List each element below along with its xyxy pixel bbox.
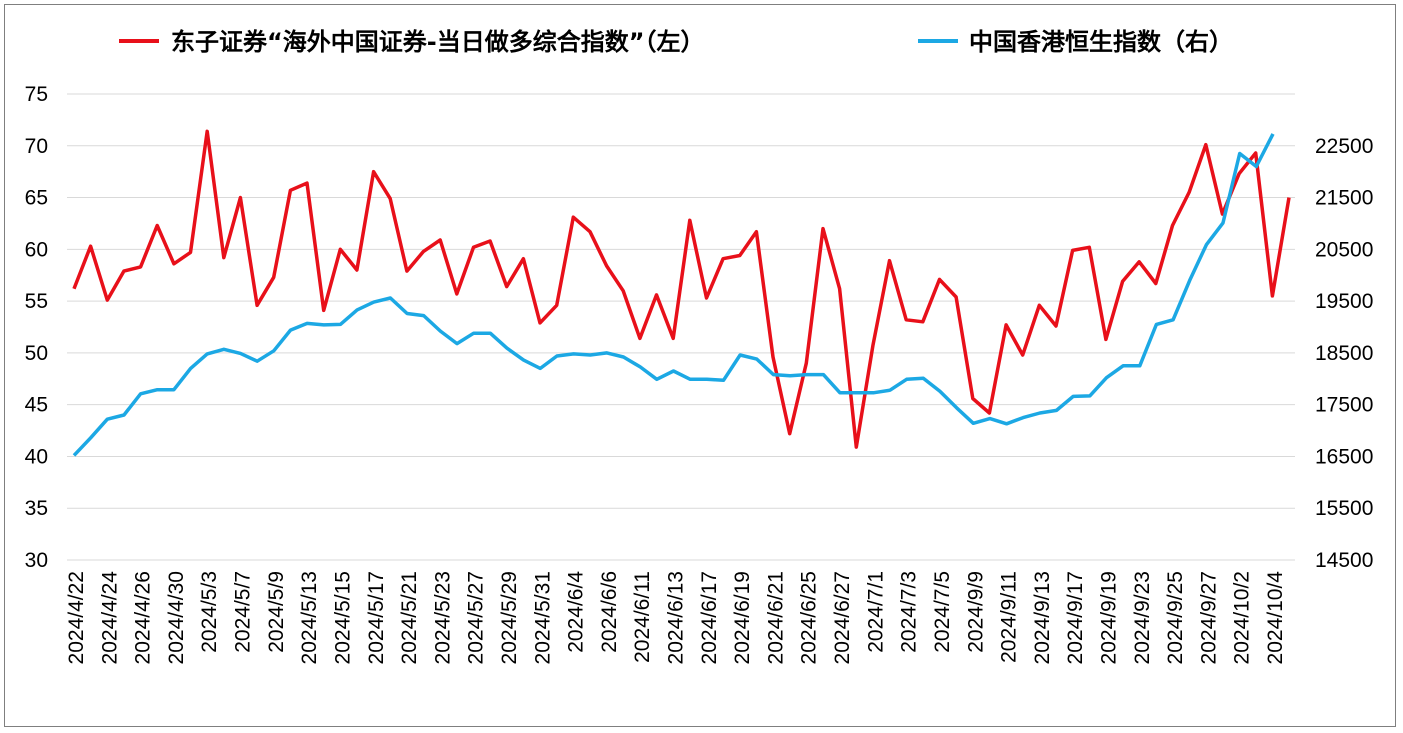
x-tick-label: 2024/9/23	[1131, 571, 1154, 664]
x-tick-label: 2024/9/17	[1064, 571, 1087, 664]
x-tick-label: 2024/4/26	[132, 571, 155, 664]
x-tick-label: 2024/7/5	[931, 571, 954, 653]
x-tick-label: 2024/9/25	[1164, 571, 1187, 664]
left-tick-label: 30	[25, 549, 48, 572]
x-tick-label: 2024/5/31	[531, 571, 554, 664]
x-tick-label: 2024/5/27	[465, 571, 488, 664]
line-chart: 30 35 40 45 50 55 60 65 70 75 14500 15500 16500 17500…	[25, 28, 1374, 665]
series-line-right	[72, 133, 1275, 457]
x-tick-label: 2024/6/27	[831, 571, 854, 664]
x-axis: 2024/4/22 2024/4/24 2024/4/26 2024/4/30 2024…	[65, 571, 1287, 665]
right-tick-label: 22500	[1315, 135, 1373, 158]
legend-label-left: 东子证券“海外中国证券-当日做多综合指数”（左）	[171, 28, 705, 56]
right-tick-label: 17500	[1315, 394, 1373, 417]
left-axis: 30 35 40 45 50 55 60 65 70 75	[25, 83, 48, 572]
x-tick-label: 2024/6/13	[665, 571, 688, 664]
right-tick-label: 14500	[1315, 549, 1373, 572]
x-tick-label: 2024/6/19	[731, 571, 754, 664]
legend: 东子证券“海外中国证券-当日做多综合指数”（左） 中国香港恒生指数（右）	[119, 28, 1233, 56]
x-tick-label: 2024/5/21	[398, 571, 421, 664]
left-tick-label: 40	[25, 445, 48, 468]
x-tick-label: 2024/4/24	[98, 571, 121, 665]
x-tick-label: 2024/5/9	[265, 571, 288, 653]
right-tick-label: 18500	[1315, 342, 1373, 365]
x-tick-label: 2024/9/9	[964, 571, 987, 653]
legend-label-right: 中国香港恒生指数（右）	[969, 28, 1233, 56]
x-tick-label: 2024/9/19	[1097, 571, 1120, 664]
left-tick-label: 35	[25, 497, 48, 520]
x-tick-label: 2024/9/11	[998, 571, 1021, 663]
left-tick-label: 65	[25, 187, 48, 210]
x-tick-label: 2024/4/30	[165, 571, 188, 664]
right-tick-label: 21500	[1315, 187, 1373, 210]
x-tick-label: 2024/7/1	[864, 571, 887, 653]
x-tick-label: 2024/7/3	[898, 571, 921, 653]
right-tick-label: 19500	[1315, 290, 1373, 313]
left-tick-label: 70	[25, 135, 48, 158]
x-tick-label: 2024/5/7	[232, 571, 255, 653]
x-tick-label: 2024/6/6	[598, 571, 621, 653]
left-tick-label: 60	[25, 238, 48, 261]
x-tick-label: 2024/5/23	[431, 571, 454, 664]
x-tick-label: 2024/6/21	[764, 571, 787, 664]
left-tick-label: 75	[25, 83, 48, 106]
x-tick-label: 2024/6/17	[698, 571, 721, 664]
x-tick-label: 2024/9/13	[1031, 571, 1054, 664]
left-tick-label: 45	[25, 394, 48, 417]
chart-frame: 30 35 40 45 50 55 60 65 70 75 14500 15500 16500 17500…	[4, 4, 1396, 727]
x-tick-label: 2024/6/4	[565, 571, 588, 653]
x-tick-label: 2024/6/25	[798, 571, 821, 664]
x-tick-label: 2024/4/22	[65, 571, 88, 664]
right-tick-label: 20500	[1315, 238, 1373, 261]
left-tick-label: 50	[25, 342, 48, 365]
series-line-left	[72, 129, 1291, 449]
right-axis: 14500 15500 16500 17500 18500 19500 20500 21500…	[1315, 135, 1373, 572]
x-tick-label: 2024/9/27	[1197, 571, 1220, 664]
gridlines	[67, 93, 1295, 561]
left-tick-label: 55	[25, 290, 48, 313]
x-tick-label: 2024/5/29	[498, 571, 521, 664]
x-tick-label: 2024/10/4	[1264, 571, 1287, 665]
right-tick-label: 15500	[1315, 497, 1373, 520]
x-tick-label: 2024/5/3	[198, 571, 221, 653]
x-tick-label: 2024/5/15	[331, 571, 354, 664]
right-tick-label: 16500	[1315, 445, 1373, 468]
x-tick-label: 2024/5/17	[365, 571, 388, 664]
x-tick-label: 2024/10/2	[1231, 571, 1254, 664]
x-tick-label: 2024/5/13	[298, 571, 321, 664]
x-tick-label: 2024/6/11	[631, 571, 654, 663]
